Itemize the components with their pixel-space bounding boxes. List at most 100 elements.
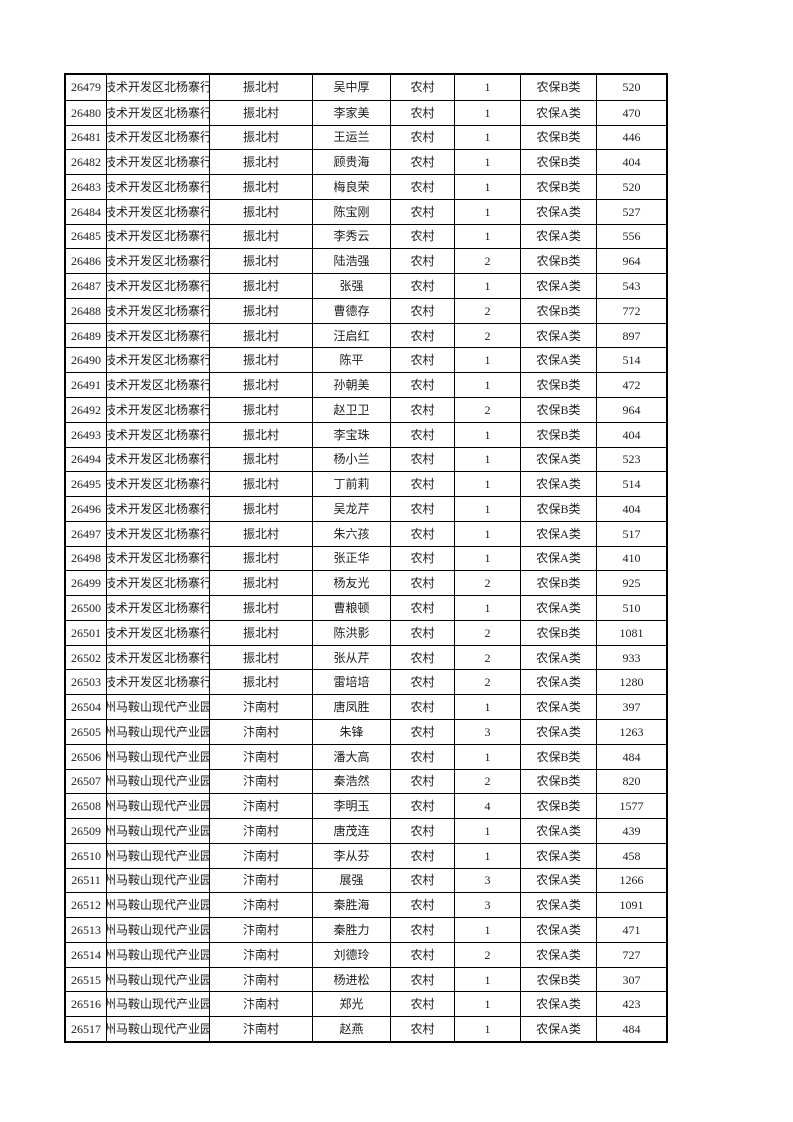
cell-text: 汴南村: [242, 898, 279, 913]
cell-text: 农村: [410, 551, 435, 566]
cell-text: 王运兰: [333, 130, 370, 145]
cell-text: 州马鞍山现代产业园: [106, 873, 209, 888]
cell-text: 州马鞍山现代产业园: [106, 700, 209, 715]
cell-text: 农保B类: [536, 130, 581, 145]
cell-text: 26507: [71, 774, 101, 789]
cell-text: 技术开发区北杨寨行: [106, 378, 209, 393]
cell-id: 26500: [66, 596, 106, 620]
cell-text: 农保A类: [536, 650, 581, 665]
cell-text: 农村: [410, 80, 435, 95]
cell-amount: 556: [596, 224, 666, 249]
cell-text: 汪启红: [333, 328, 370, 343]
cell-amount: 527: [596, 199, 666, 224]
cell-count: 2: [454, 323, 520, 348]
table-row: 26494 技术开发区北杨寨行 振北村 杨小兰 农村 1 农保A类 523: [66, 446, 666, 472]
cell-text: 26503: [71, 675, 101, 690]
cell-unit: 技术开发区北杨寨行: [106, 373, 209, 397]
cell-text: 农保B类: [536, 402, 581, 417]
cell-unit: 州马鞍山现代产业园: [106, 744, 209, 769]
cell-text: 杨小兰: [333, 452, 370, 467]
cell-amount: 514: [596, 472, 666, 497]
table-row: 26510 州马鞍山现代产业园 汴南村 李从芬 农村 1 农保A类 458: [66, 842, 666, 868]
cell-amount: 471: [596, 918, 666, 942]
cell-text: 897: [622, 328, 641, 343]
cell-count: 1: [454, 199, 520, 224]
cell-text: 410: [622, 551, 641, 566]
cell-text: 26517: [71, 1022, 101, 1037]
cell-residence: 农村: [390, 769, 454, 794]
cell-amount: 397: [596, 695, 666, 719]
cell-text: 2: [484, 675, 491, 690]
cell-id: 26508: [66, 794, 106, 818]
cell-text: 刘德玲: [333, 947, 370, 962]
cell-count: 1: [454, 497, 520, 521]
cell-village: 振北村: [209, 645, 312, 670]
cell-text: 州马鞍山现代产业园: [106, 848, 209, 863]
cell-residence: 农村: [390, 893, 454, 918]
cell-category: 农保A类: [520, 868, 596, 893]
table-row: 26480 技术开发区北杨寨行 振北村 李家美 农村 1 农保A类 470: [66, 99, 666, 125]
cell-count: 1: [454, 992, 520, 1017]
cell-amount: 1280: [596, 670, 666, 695]
cell-text: 农村: [410, 303, 435, 318]
cell-count: 2: [454, 769, 520, 794]
cell-text: 技术开发区北杨寨行: [106, 303, 209, 318]
cell-text: 农保B类: [536, 378, 581, 393]
cell-text: 技术开发区北杨寨行: [106, 576, 209, 591]
cell-unit: 技术开发区北杨寨行: [106, 497, 209, 521]
cell-text: 振北村: [242, 353, 279, 368]
cell-text: 汴南村: [242, 774, 279, 789]
cell-text: 振北村: [242, 105, 279, 120]
cell-name: 秦胜海: [312, 893, 390, 918]
cell-amount: 964: [596, 249, 666, 274]
cell-residence: 农村: [390, 175, 454, 199]
cell-text: 农村: [410, 823, 435, 838]
cell-id: 26509: [66, 819, 106, 843]
cell-text: 1280: [619, 675, 644, 690]
cell-name: 唐茂连: [312, 819, 390, 843]
table-row: 26482 技术开发区北杨寨行 振北村 顾贵海 农村 1 农保B类 404: [66, 149, 666, 175]
cell-text: 农保B类: [536, 254, 581, 269]
cell-residence: 农村: [390, 670, 454, 695]
cell-category: 农保B类: [520, 75, 596, 100]
cell-residence: 农村: [390, 695, 454, 719]
cell-text: 振北村: [242, 501, 279, 516]
cell-text: 307: [622, 972, 641, 987]
cell-name: 李明玉: [312, 794, 390, 819]
cell-text: 农村: [410, 799, 435, 814]
cell-category: 农保B类: [520, 298, 596, 323]
cell-amount: 1081: [596, 620, 666, 645]
cell-text: 1: [484, 823, 491, 838]
cell-text: 农村: [410, 402, 435, 417]
cell-residence: 农村: [390, 521, 454, 546]
cell-id: 26499: [66, 571, 106, 595]
cell-text: 朱六孩: [333, 526, 370, 541]
table-row: 26512 州马鞍山现代产业园 汴南村 秦胜海 农村 3 农保A类 1091: [66, 892, 666, 918]
cell-text: 484: [622, 1022, 641, 1037]
cell-id: 26515: [66, 968, 106, 992]
cell-text: 1: [484, 749, 491, 764]
table-row: 26508 州马鞍山现代产业园 汴南村 李明玉 农村 4 农保B类 1577: [66, 793, 666, 819]
cell-amount: 446: [596, 125, 666, 150]
cell-text: 3: [484, 873, 491, 888]
cell-category: 农保A类: [520, 719, 596, 744]
cell-name: 刘德玲: [312, 942, 390, 967]
cell-village: 振北村: [209, 298, 312, 323]
cell-text: 技术开发区北杨寨行: [106, 254, 209, 269]
cell-text: 1: [484, 179, 491, 194]
cell-text: 农保A类: [536, 724, 581, 739]
cell-text: 农保B类: [536, 179, 581, 194]
table-row: 26486 技术开发区北杨寨行 振北村 陆浩强 农村 2 农保B类 964: [66, 248, 666, 274]
cell-id: 26506: [66, 745, 106, 769]
cell-text: 农保A类: [536, 551, 581, 566]
table-row: 26496 技术开发区北杨寨行 振北村 吴龙芹 农村 1 农保B类 404: [66, 496, 666, 521]
table-row: 26481 技术开发区北杨寨行 振北村 王运兰 农村 1 农保B类 446: [66, 124, 666, 150]
cell-text: 458: [622, 848, 641, 863]
cell-text: 振北村: [242, 279, 279, 294]
cell-village: 汴南村: [209, 967, 312, 992]
cell-village: 汴南村: [209, 719, 312, 744]
cell-unit: 技术开发区北杨寨行: [106, 571, 209, 596]
cell-text: 农村: [410, 898, 435, 913]
cell-id: 26491: [66, 373, 106, 397]
